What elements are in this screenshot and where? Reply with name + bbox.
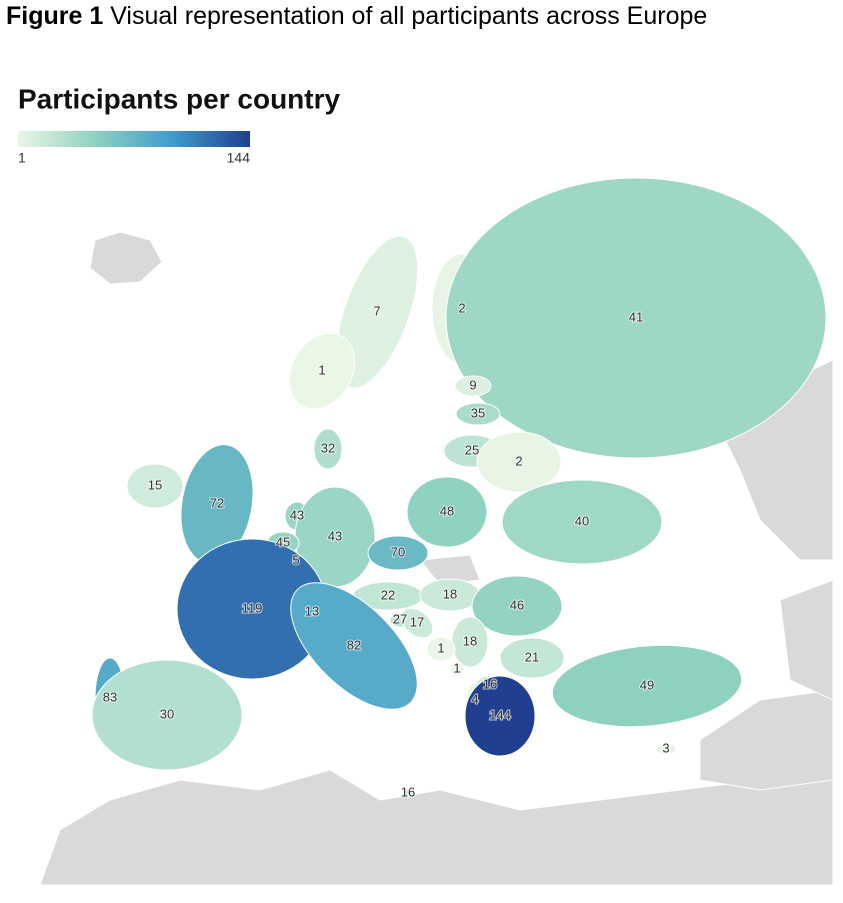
legend-max: 144 — [227, 150, 251, 166]
value-label: 40 — [575, 513, 589, 528]
value-label: 1 — [453, 660, 460, 675]
country-region — [426, 636, 456, 662]
value-label: 70 — [391, 544, 405, 559]
value-label: 45 — [276, 534, 290, 549]
country-region — [454, 375, 492, 397]
value-label: 5 — [292, 552, 299, 567]
country-region — [476, 431, 562, 493]
country-region — [290, 582, 418, 710]
value-label: 43 — [290, 507, 304, 522]
country-region — [445, 177, 827, 459]
legend-bar — [18, 131, 250, 147]
value-label: 144 — [489, 707, 511, 722]
value-label: 32 — [321, 440, 335, 455]
country-region — [91, 659, 243, 771]
value-label: 72 — [210, 495, 224, 510]
caption-text: Visual representation of all participant… — [110, 2, 708, 30]
country-region — [335, 235, 419, 389]
country-region — [499, 637, 565, 679]
value-label: 7 — [373, 303, 380, 318]
country-region — [471, 575, 563, 637]
country-region — [126, 463, 184, 509]
value-label: 16 — [483, 676, 497, 691]
value-label: 15 — [148, 477, 162, 492]
country-region — [455, 402, 501, 426]
legend-min: 1 — [18, 150, 26, 166]
value-label: 41 — [629, 309, 643, 324]
country-region — [367, 535, 429, 571]
value-label: 9 — [469, 377, 476, 392]
value-label: 18 — [443, 586, 457, 601]
value-label: 46 — [510, 597, 524, 612]
caption-label: Figure 1 — [6, 2, 104, 30]
country-region — [400, 607, 434, 639]
value-label: 119 — [242, 600, 263, 615]
value-label: 13 — [305, 603, 319, 618]
country-region — [464, 675, 536, 757]
value-label: 82 — [347, 637, 361, 652]
country-region — [406, 476, 488, 548]
value-label: 30 — [160, 706, 174, 721]
country-region — [501, 479, 663, 565]
value-label: 25 — [465, 442, 479, 457]
value-label: 48 — [440, 503, 454, 518]
country-region — [288, 332, 356, 410]
value-label: 2 — [515, 453, 522, 468]
value-label: 16 — [401, 784, 415, 799]
regions — [91, 177, 827, 798]
value-label: 2 — [458, 300, 465, 315]
value-label: 49 — [640, 677, 654, 692]
value-label: 35 — [471, 405, 485, 420]
value-label: 1 — [437, 640, 444, 655]
value-label: 22 — [381, 587, 395, 602]
value-label: 17 — [410, 614, 424, 629]
figure-caption: Figure 1 Visual representation of all pa… — [6, 2, 707, 31]
value-label: 4 — [471, 691, 478, 706]
country-region — [655, 743, 677, 755]
value-label: 18 — [463, 633, 477, 648]
value-label: 83 — [103, 689, 117, 704]
value-label: 1 — [318, 362, 325, 377]
country-region — [449, 661, 465, 677]
country-region — [313, 428, 343, 470]
value-label: 21 — [525, 649, 539, 664]
value-label: 3 — [662, 740, 669, 755]
value-label: 43 — [328, 528, 342, 543]
country-region — [551, 644, 743, 728]
chart-title: Participants per country — [18, 83, 341, 114]
value-label: 27 — [393, 611, 407, 626]
country-region — [402, 788, 414, 798]
